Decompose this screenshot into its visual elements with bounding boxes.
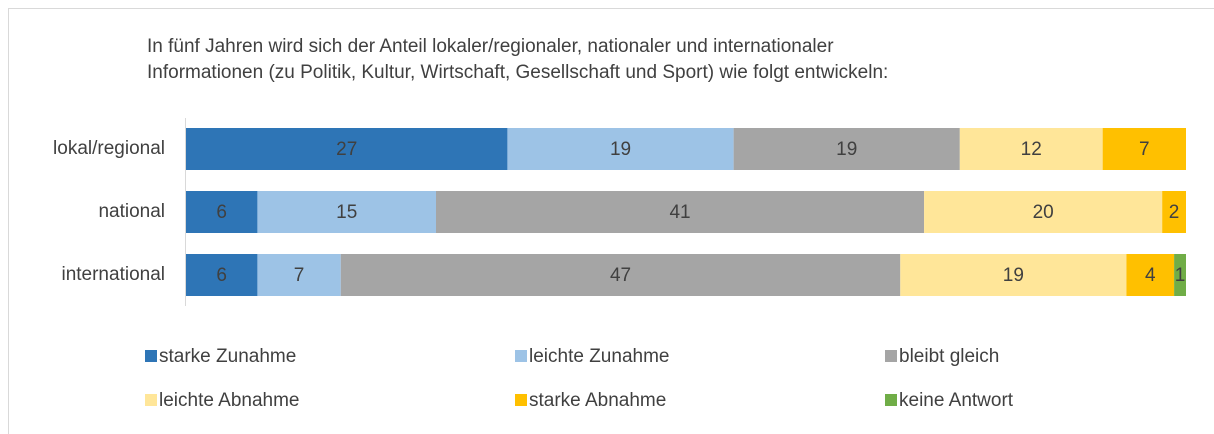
data-label: 7 <box>1139 139 1150 160</box>
bar-segment <box>924 191 1163 233</box>
data-label: 19 <box>1003 265 1024 286</box>
data-label: 1 <box>1175 265 1186 286</box>
data-label: 41 <box>669 202 690 223</box>
bar-segment <box>1102 128 1186 170</box>
chart-title: Informationen (zu Politik, Kultur, Wirts… <box>147 62 888 83</box>
legend-label: leichte Zunahme <box>529 346 669 367</box>
bar-segment <box>186 254 258 296</box>
bar-segment <box>257 254 341 296</box>
bar-segment <box>186 128 508 170</box>
data-label: 4 <box>1145 265 1156 286</box>
bar-segment <box>900 254 1127 296</box>
bar-segment <box>959 128 1103 170</box>
legend-swatch <box>885 394 897 406</box>
chart-title: In fünf Jahren wird sich der Anteil loka… <box>147 36 834 57</box>
bar-segment <box>186 191 258 233</box>
bar-segment <box>1126 254 1175 296</box>
legend-swatch <box>885 350 897 362</box>
category-label: international <box>61 264 165 285</box>
data-label: 20 <box>1033 202 1054 223</box>
legend-label: keine Antwort <box>899 390 1014 411</box>
data-label: 2 <box>1169 202 1180 223</box>
bar-segment <box>733 128 960 170</box>
bar-segment <box>1162 191 1186 233</box>
bar-segment <box>436 191 925 233</box>
legend-swatch <box>515 394 527 406</box>
data-label: 6 <box>216 265 227 286</box>
bar-segment <box>1174 254 1186 296</box>
legend-label: starke Abnahme <box>529 390 666 411</box>
legend-label: leichte Abnahme <box>159 390 300 411</box>
category-label: national <box>98 201 165 222</box>
data-label: 7 <box>294 265 305 286</box>
data-label: 6 <box>216 202 227 223</box>
bar-segment <box>340 254 901 296</box>
data-label: 19 <box>610 139 631 160</box>
legend-swatch <box>515 350 527 362</box>
chart-border <box>8 8 1214 434</box>
bar-segment <box>507 128 734 170</box>
data-label: 19 <box>836 139 857 160</box>
data-label: 27 <box>336 139 357 160</box>
category-label: lokal/regional <box>53 138 165 159</box>
data-label: 47 <box>610 265 631 286</box>
bar-segment <box>257 191 436 233</box>
legend-label: bleibt gleich <box>899 346 999 367</box>
data-label: 15 <box>336 202 357 223</box>
legend-swatch <box>145 394 157 406</box>
legend-swatch <box>145 350 157 362</box>
data-label: 12 <box>1021 139 1042 160</box>
legend-label: starke Zunahme <box>159 346 296 367</box>
